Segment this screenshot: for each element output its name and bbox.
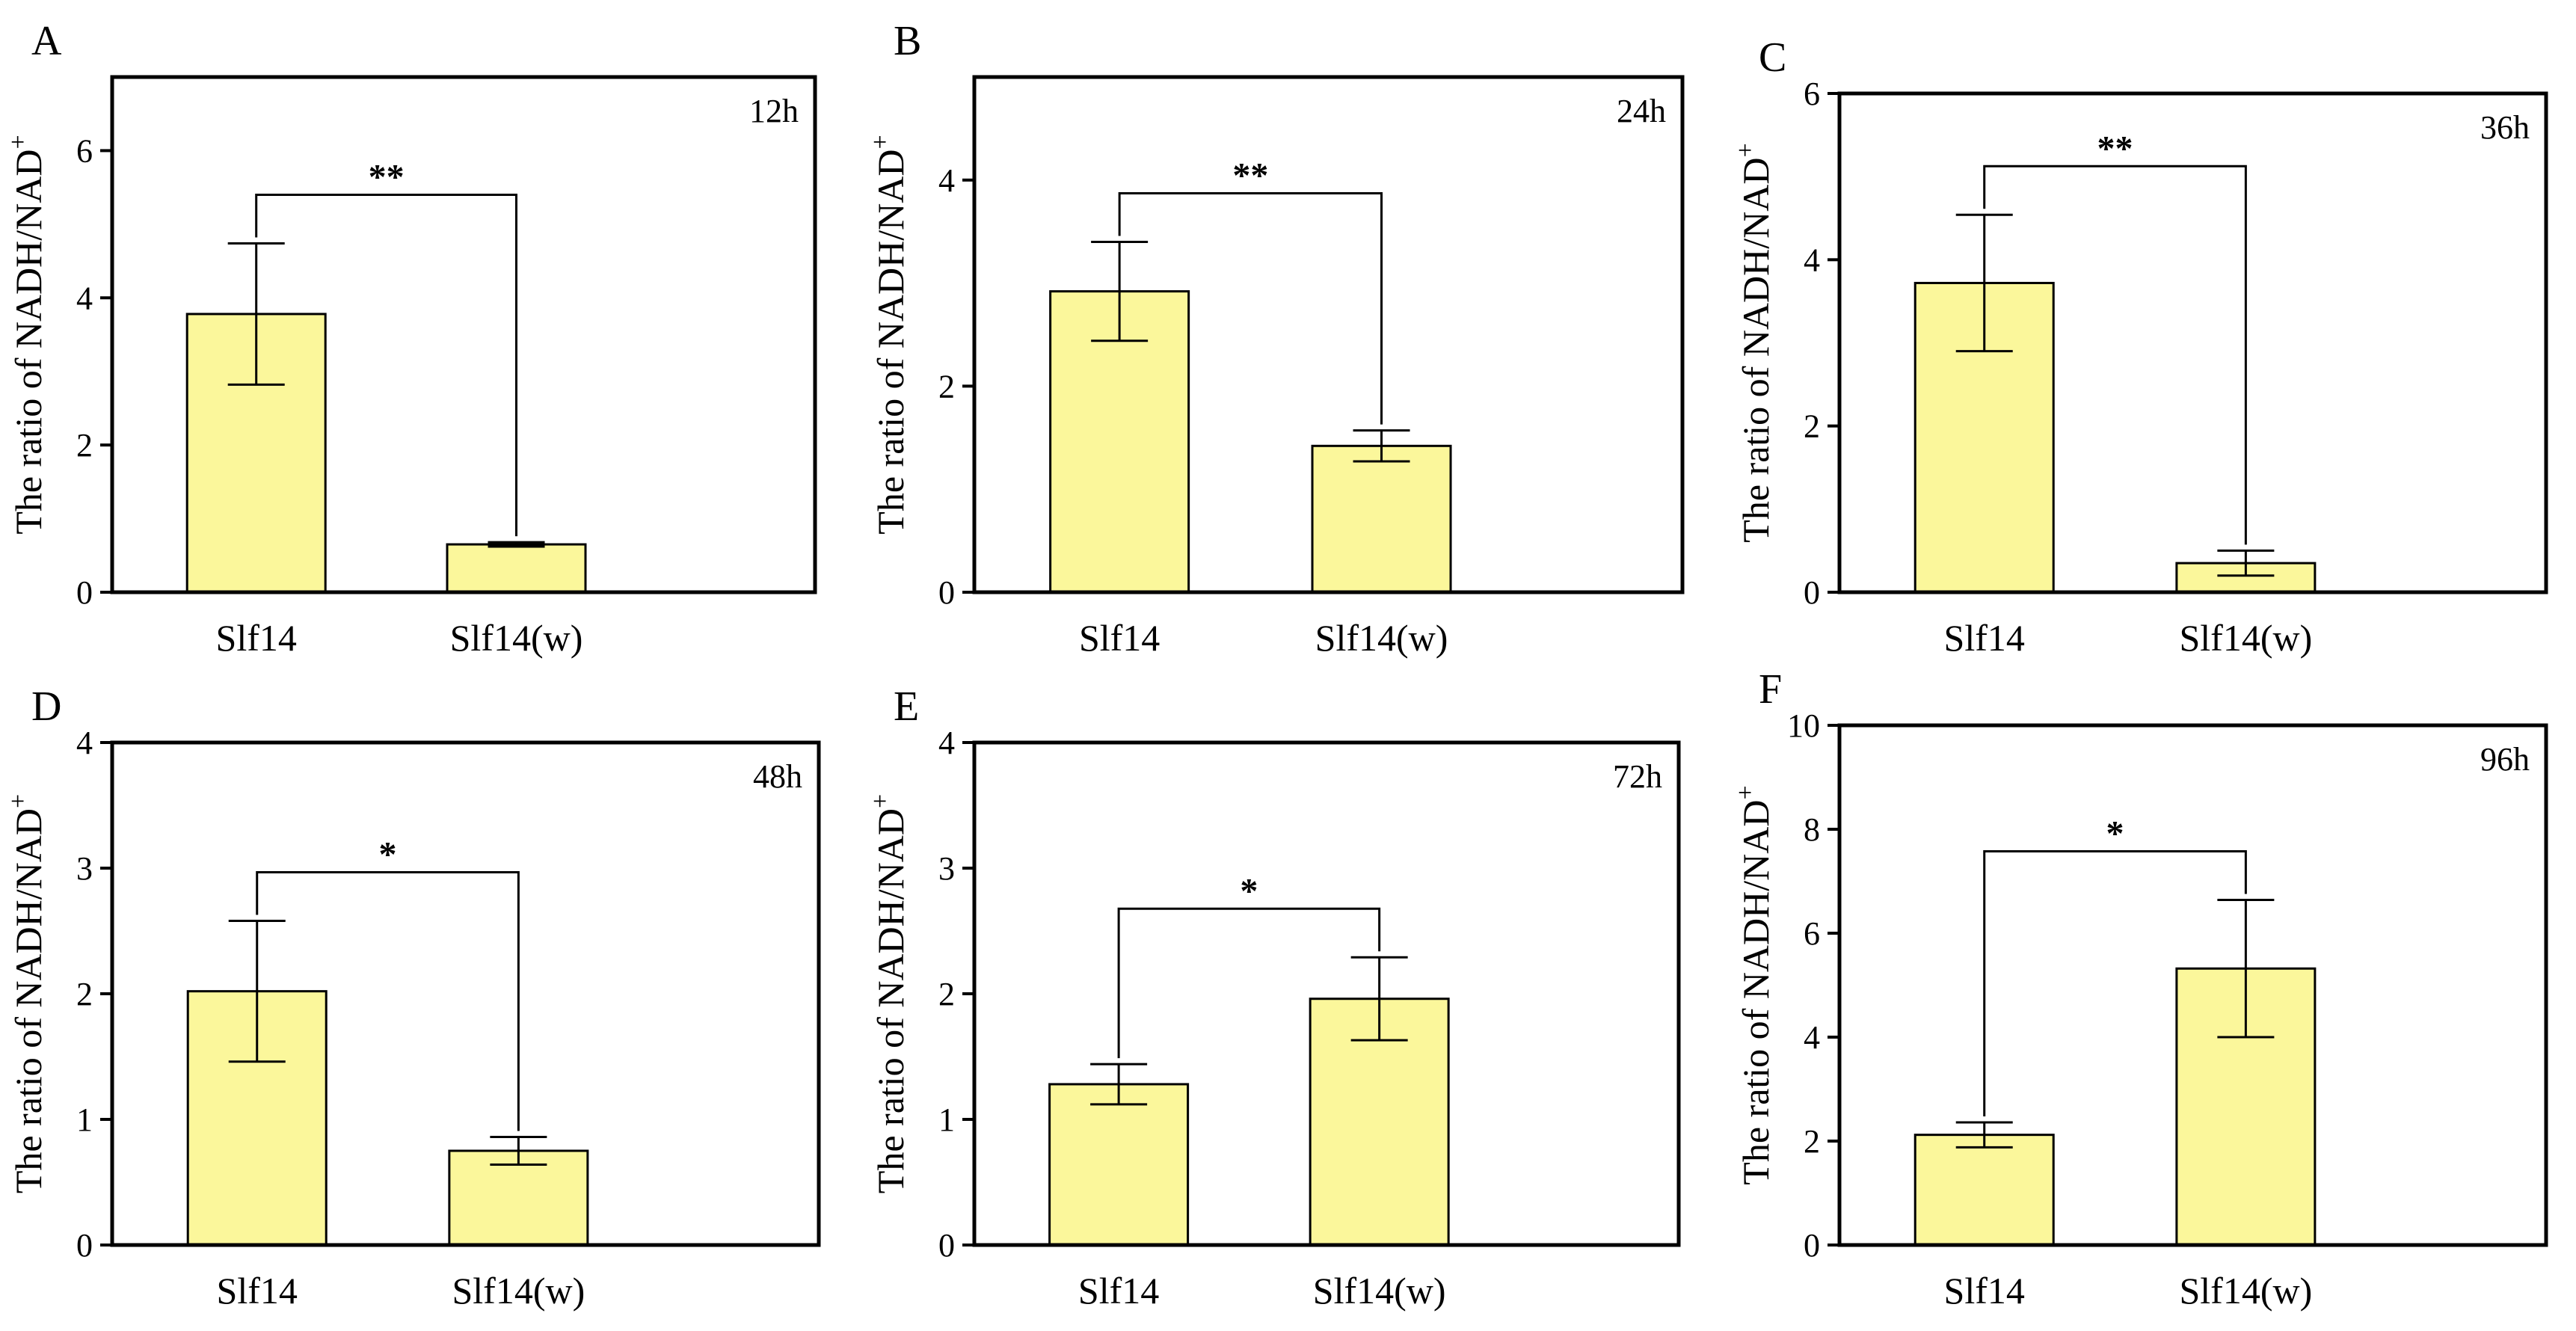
- significance-bracket: [1118, 191, 1383, 425]
- time-label: 96h: [2480, 741, 2530, 778]
- y-tick-label: 2: [76, 427, 93, 464]
- significance-bracket: [1117, 907, 1381, 1059]
- panel-letter: F: [1759, 666, 1782, 713]
- significance-label: **: [1232, 156, 1268, 195]
- bar-slf14w: [446, 543, 587, 594]
- panel-f: F * 0 2 4 6 8 10 Slf14 Slf14(w) 96h The ratio of NA…: [1732, 666, 2548, 1312]
- y-tick-label: 6: [1804, 915, 1820, 952]
- y-tick-label: 0: [1804, 574, 1820, 611]
- y-tick-label: 0: [1804, 1227, 1820, 1264]
- y-tick-label: 0: [76, 1227, 93, 1264]
- plot-frame: [1837, 91, 2548, 594]
- y-tick-label: 8: [1804, 811, 1820, 848]
- x-category-label: Slf14(w): [2179, 617, 2312, 659]
- x-category-label: Slf14(w): [2179, 1270, 2312, 1312]
- x-category-label: Slf14: [1944, 617, 2025, 659]
- y-axis-label-text: The ratio of NADH/NAD: [870, 808, 912, 1193]
- significance-bracket: [255, 193, 517, 537]
- y-axis-label: The ratio of NADH/NAD+: [867, 794, 912, 1193]
- y-axis-label: The ratio of NADH/NAD+: [1732, 785, 1777, 1184]
- panel-letter: D: [31, 683, 61, 730]
- bar-slf14w: [1311, 444, 1452, 594]
- panel-letter: B: [894, 18, 921, 64]
- y-axis-label-superscript: +: [4, 794, 32, 808]
- y-tick-label: 4: [1804, 242, 1820, 278]
- x-category-label: Slf14: [1944, 1270, 2025, 1312]
- panel-e: E * 0 1 2 3 4 Slf14 Slf14(w) 72h The ratio of NADH…: [867, 683, 1681, 1312]
- y-tick-label: 6: [1804, 76, 1820, 112]
- y-tick-label: 4: [76, 725, 93, 761]
- y-axis-label-superscript: +: [4, 135, 32, 149]
- panel-d: D * 0 1 2 3 4 Slf14 Slf14(w) 48h The ratio of NADH…: [4, 683, 821, 1312]
- y-axis-label-superscript: +: [1732, 143, 1759, 157]
- y-tick-label: 2: [76, 976, 93, 1012]
- x-category-label: Slf14(w): [1315, 617, 1448, 659]
- y-axis-label: The ratio of NADH/NAD+: [4, 135, 49, 534]
- plot-frame: [110, 75, 817, 594]
- y-axis-label-superscript: +: [867, 135, 894, 149]
- y-tick-label: 0: [938, 574, 955, 611]
- y-tick-label: 0: [76, 574, 93, 611]
- y-tick-label: 2: [1804, 408, 1820, 445]
- y-tick-label: 6: [76, 132, 93, 169]
- panel-letter: C: [1759, 34, 1786, 81]
- y-tick-label: 2: [938, 976, 955, 1012]
- y-axis-label-text: The ratio of NADH/NAD: [870, 150, 912, 535]
- y-tick-label: 1: [76, 1101, 93, 1138]
- significance-label: **: [2097, 129, 2133, 168]
- bar-slf14: [1048, 1083, 1190, 1247]
- significance-label: *: [1240, 871, 1258, 911]
- y-axis-label-text: The ratio of NADH/NAD: [7, 150, 49, 535]
- x-category-label: Slf14(w): [1313, 1270, 1446, 1312]
- bar-slf14: [1913, 1134, 2055, 1247]
- time-label: 12h: [749, 93, 799, 129]
- y-axis-label: The ratio of NADH/NAD+: [4, 794, 49, 1193]
- x-category-label: Slf14: [217, 1270, 298, 1312]
- y-tick-label: 3: [938, 850, 955, 887]
- y-tick-label: 4: [76, 280, 93, 316]
- significance-label: *: [379, 835, 397, 875]
- panel-a: A ** 0 2 4 6 Slf14 Slf14(w) 12h The ratio of NADH…: [4, 18, 817, 659]
- y-tick-label: 10: [1787, 707, 1820, 744]
- panel-letter: E: [894, 683, 919, 730]
- plot-frame: [972, 75, 1685, 594]
- y-axis-label-text: The ratio of NADH/NAD: [1735, 800, 1777, 1185]
- y-axis-label-superscript: +: [1732, 785, 1759, 799]
- significance-bracket: [1983, 850, 2247, 1116]
- panel-letter: A: [31, 18, 62, 64]
- time-label: 72h: [1613, 758, 1662, 795]
- y-tick-label: 1: [938, 1101, 955, 1138]
- significance-bracket: [256, 871, 520, 1131]
- y-tick-label: 4: [1804, 1019, 1820, 1056]
- y-tick-label: 2: [1804, 1123, 1820, 1160]
- panel-b: B ** 0 2 4 Slf14 Slf14(w) 24h The ratio of NADH/…: [867, 18, 1685, 659]
- y-tick-label: 4: [938, 725, 955, 761]
- time-label: 24h: [1617, 93, 1666, 129]
- y-tick-label: 3: [76, 850, 93, 887]
- x-category-label: Slf14: [1079, 617, 1160, 659]
- x-category-label: Slf14(w): [450, 617, 583, 659]
- y-axis-label: The ratio of NADH/NAD+: [1732, 143, 1777, 542]
- y-tick-label: 4: [938, 162, 955, 199]
- significance-label: **: [369, 157, 405, 197]
- x-category-label: Slf14: [1078, 1270, 1159, 1312]
- y-axis-label-text: The ratio of NADH/NAD: [1735, 158, 1777, 543]
- significance-label: *: [2106, 814, 2124, 854]
- time-label: 36h: [2480, 109, 2530, 146]
- y-axis-label: The ratio of NADH/NAD+: [867, 135, 912, 534]
- time-label: 48h: [753, 758, 802, 795]
- y-axis-label-text: The ratio of NADH/NAD: [7, 808, 49, 1193]
- y-tick-label: 2: [938, 368, 955, 405]
- y-axis-label-superscript: +: [867, 794, 894, 808]
- x-category-label: Slf14: [216, 617, 297, 659]
- plot-frame: [1837, 723, 2548, 1247]
- x-category-label: Slf14(w): [452, 1270, 585, 1312]
- significance-bracket: [1983, 165, 2247, 545]
- y-tick-label: 0: [938, 1227, 955, 1264]
- panel-c: C ** 0 2 4 6 Slf14 Slf14(w) 36h The ratio of NADH…: [1732, 34, 2548, 659]
